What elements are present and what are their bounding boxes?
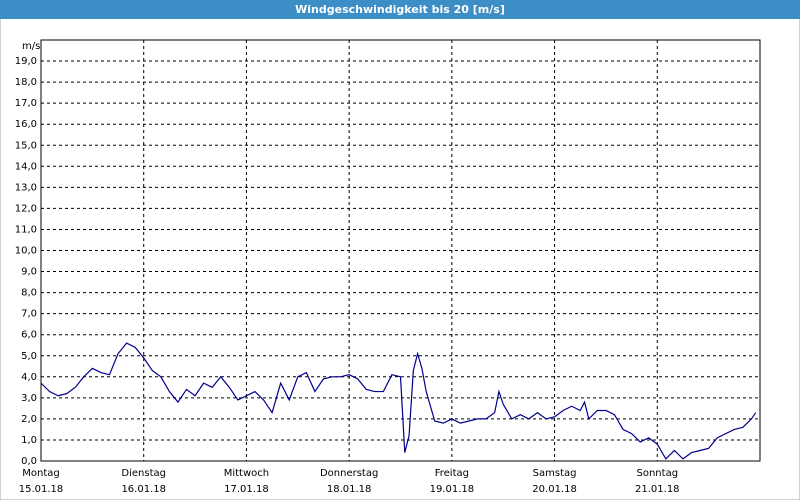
y-tick-label: 12,0: [15, 203, 37, 214]
y-tick-label: 9,0: [21, 267, 37, 278]
y-tick-label: 10,0: [15, 246, 37, 257]
y-tick-label: 6,0: [21, 330, 37, 341]
y-tick-label: 19,0: [15, 56, 37, 67]
title-bar: [0, 0, 800, 19]
y-tick-label: 2,0: [21, 414, 37, 425]
y-tick-label: 11,0: [15, 224, 37, 235]
x-tick-date: 21.01.18: [635, 484, 680, 495]
wind-line: [40, 342, 757, 460]
x-tick-label: Mittwoch: [224, 468, 269, 479]
x-tick-date: 19.01.18: [430, 484, 475, 495]
x-tick-date: 16.01.18: [121, 484, 166, 495]
y-tick-label: 14,0: [15, 161, 37, 172]
y-tick-label: 1,0: [21, 435, 37, 446]
x-tick-label: Sonntag: [637, 468, 679, 479]
y-tick-label: 3,0: [21, 393, 37, 404]
y-tick-label: 15,0: [15, 140, 37, 151]
y-tick-label: 7,0: [21, 309, 37, 320]
x-tick-label: Donnerstag: [320, 468, 378, 479]
y-tick-label: 8,0: [21, 288, 37, 299]
x-tick-label: Freitag: [435, 468, 469, 479]
y-tick-label: 17,0: [15, 98, 37, 109]
x-tick-date: 15.01.18: [19, 484, 64, 495]
y-tick-label: 5,0: [21, 351, 37, 362]
y-tick-label: 4,0: [21, 372, 37, 383]
chart-title: Windgeschwindigkeit bis 20 [m/s]: [295, 3, 505, 16]
x-tick-date: 17.01.18: [224, 484, 269, 495]
x-tick-label: Samstag: [533, 468, 577, 479]
y-tick-label: 16,0: [15, 119, 37, 130]
y-unit: m/s: [22, 41, 40, 52]
x-tick-label: Dienstag: [121, 468, 166, 479]
y-tick-label: 18,0: [15, 77, 37, 88]
y-tick-label: 13,0: [15, 182, 37, 193]
x-tick-label: Montag: [22, 468, 59, 479]
y-tick-label: 0,0: [21, 456, 37, 467]
x-tick-date: 18.01.18: [327, 484, 372, 495]
x-tick-date: 20.01.18: [532, 484, 577, 495]
